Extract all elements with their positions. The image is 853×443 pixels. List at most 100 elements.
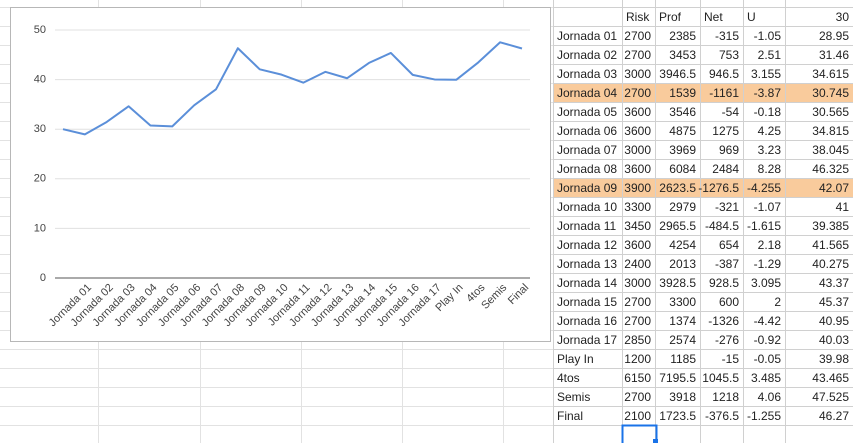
cell: 38.045 [812, 143, 849, 157]
cell: 969 [719, 143, 739, 157]
cell: U [747, 10, 756, 24]
cell: 3000 [624, 143, 651, 157]
cell: 46.325 [812, 162, 849, 176]
cell: 2400 [624, 257, 651, 271]
cell: -15 [722, 352, 740, 366]
cell: 3300 [624, 200, 651, 214]
cell: 1185 [670, 352, 696, 366]
cell: 2700 [624, 86, 651, 100]
cell: 1539 [669, 86, 696, 100]
cell: 1275 [712, 124, 739, 138]
row-label: Jornada 11 [557, 219, 616, 233]
cell: -315 [715, 29, 739, 43]
cell: 1723.5 [659, 409, 696, 423]
cell: 2484 [712, 162, 739, 176]
cell: 3600 [624, 124, 651, 138]
row-label: Jornada 13 [557, 257, 617, 271]
cell: 3900 [624, 181, 651, 195]
cell: 40.03 [819, 333, 849, 347]
cell: 40.95 [819, 314, 849, 328]
row-label: Jornada 05 [557, 105, 617, 119]
cell: 3918 [669, 390, 696, 404]
row-label: Jornada 15 [557, 295, 617, 309]
cell: -1326 [708, 314, 739, 328]
cell: 2.18 [758, 238, 782, 252]
cell: 4.06 [758, 390, 782, 404]
cell: 43.37 [819, 276, 849, 290]
row-label: Jornada 02 [557, 48, 617, 62]
y-tick-label: 40 [34, 74, 46, 86]
cell: -54 [722, 105, 740, 119]
selected-cell[interactable] [621, 424, 658, 443]
cell: 654 [719, 238, 739, 252]
cell: 4.25 [758, 124, 782, 138]
cell: -1.255 [747, 409, 781, 423]
cell: 2850 [624, 333, 651, 347]
cell: 3.23 [758, 143, 782, 157]
cell: Net [704, 10, 723, 24]
cell: 2700 [624, 390, 651, 404]
row-label: Jornada 09 [557, 181, 617, 195]
cell: -4.42 [754, 314, 782, 328]
y-tick-label: 20 [34, 173, 46, 185]
cell: 3600 [624, 238, 651, 252]
cell: 8.28 [758, 162, 782, 176]
cell: 2700 [624, 295, 651, 309]
cell: 2574 [669, 333, 696, 347]
cell: 946.5 [709, 67, 739, 81]
cell: -1161 [709, 86, 739, 100]
row-label: Jornada 03 [557, 67, 617, 81]
cell: -276 [715, 333, 739, 347]
cell: 3.155 [751, 67, 781, 81]
cell: 34.615 [812, 67, 849, 81]
fill-handle[interactable] [653, 439, 658, 443]
cell: 1200 [624, 352, 651, 366]
cell: 4254 [669, 238, 696, 252]
cell: 39.385 [812, 219, 849, 233]
row-label: Jornada 08 [557, 162, 617, 176]
cell: 3000 [624, 67, 651, 81]
cell: -1.07 [754, 200, 782, 214]
cell: 45.37 [819, 295, 849, 309]
cell: -0.05 [754, 352, 782, 366]
row-label: Jornada 12 [557, 238, 617, 252]
cell: 6150 [624, 371, 651, 385]
row-label: Play In [557, 352, 594, 366]
cell: 2 [774, 295, 781, 309]
cell: -321 [715, 200, 739, 214]
cell: 3.095 [751, 276, 781, 290]
cell: Risk [626, 10, 650, 24]
cell: 3453 [669, 48, 696, 62]
cell: 1374 [669, 314, 696, 328]
cell: 40.275 [812, 257, 849, 271]
cell: 3546 [669, 105, 696, 119]
cell: 7195.5 [659, 371, 696, 385]
chart-frame [10, 7, 551, 342]
cell: 2979 [669, 200, 696, 214]
row-label: Final [557, 409, 583, 423]
cell: -3.87 [754, 86, 782, 100]
cell: 600 [719, 295, 739, 309]
cell: 3300 [669, 295, 696, 309]
row-label: Jornada 04 [557, 86, 617, 100]
cell: 2623.5 [659, 181, 696, 195]
y-tick-label: 50 [34, 24, 46, 36]
row-label: Jornada 16 [557, 314, 617, 328]
cell: 4875 [669, 124, 696, 138]
cell: 3.485 [751, 371, 781, 385]
row-label: Jornada 06 [557, 124, 617, 138]
line-series [62, 41, 523, 136]
cell: 1045.5 [702, 371, 739, 385]
cell: 6084 [669, 162, 696, 176]
row-highlight [553, 83, 853, 103]
cell: 2100 [624, 409, 651, 423]
cell: 30 [836, 10, 850, 24]
cell: 3969 [669, 143, 696, 157]
y-tick-label: 30 [34, 123, 46, 135]
cell: 47.525 [812, 390, 849, 404]
cell: 31.46 [819, 48, 849, 62]
cell: -1.05 [754, 29, 782, 43]
cell: 43.465 [812, 371, 849, 385]
cell: 3928.5 [659, 276, 696, 290]
